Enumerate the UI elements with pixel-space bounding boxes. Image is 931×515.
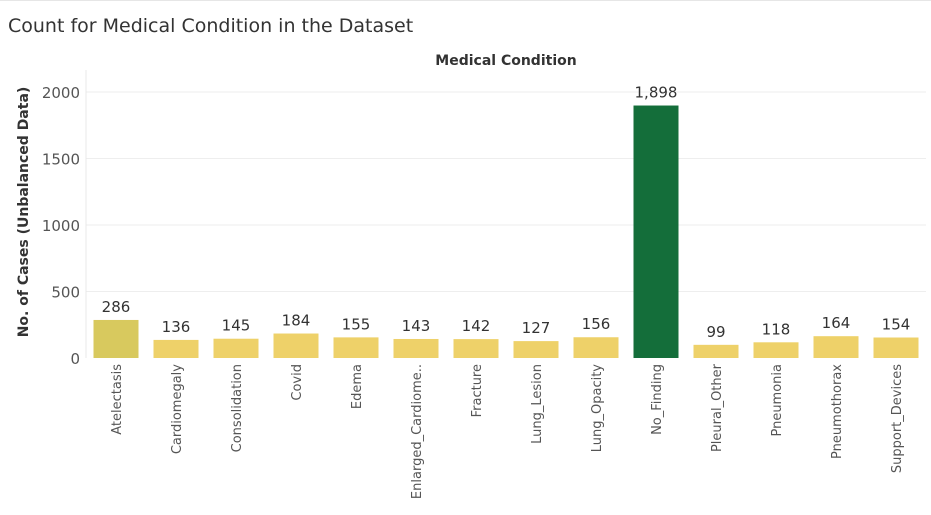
- x-tick-label: Cardiomegaly: [170, 364, 185, 454]
- bar: [513, 341, 559, 358]
- gridlines: [85, 70, 926, 358]
- bar: [873, 337, 919, 358]
- bar: [213, 338, 259, 358]
- data-label: 143: [402, 317, 431, 335]
- data-label: 1,898: [635, 84, 678, 102]
- x-tick-label: Support_Devices: [890, 364, 905, 473]
- column-header: Medical Condition: [435, 53, 576, 69]
- bar: [153, 339, 199, 358]
- y-tick-label: 2000: [42, 84, 80, 102]
- x-tick-label: Fracture: [470, 364, 485, 417]
- y-tick-label: 1000: [42, 217, 80, 235]
- data-label: 142: [462, 317, 491, 335]
- data-label: 184: [282, 312, 311, 330]
- page-title: Count for Medical Condition in the Datas…: [8, 15, 414, 37]
- top-divider: [0, 0, 931, 1]
- data-label: 154: [882, 316, 911, 334]
- x-tick-label: Lung_Opacity: [590, 364, 605, 453]
- bars: [93, 105, 919, 359]
- x-tick-label: Consolidation: [230, 364, 245, 452]
- x-tick-label: Pneumonia: [770, 364, 785, 437]
- x-tick-label: Pleural_Other: [710, 363, 725, 452]
- data-label: 145: [222, 317, 251, 335]
- y-axis-label: No. of Cases (Unbalanced Data): [16, 87, 32, 338]
- data-label: 156: [582, 315, 611, 333]
- data-label: 286: [102, 298, 131, 316]
- data-label: 99: [706, 323, 725, 341]
- bar: [93, 319, 139, 358]
- bar: [333, 337, 379, 358]
- data-label: 136: [162, 318, 191, 336]
- x-tick-label: Pneumothorax: [830, 364, 845, 459]
- bar: [273, 333, 319, 358]
- bar: [393, 338, 439, 358]
- bar: [453, 339, 499, 358]
- y-axis-ticks: 0 500 1000 1500 2000: [42, 84, 80, 368]
- x-tick-label: No_Finding: [650, 364, 665, 435]
- bar: [633, 105, 679, 359]
- x-tick-label: Atelectasis: [110, 364, 125, 435]
- data-label: 118: [762, 320, 791, 338]
- bar: [573, 337, 619, 358]
- data-label: 164: [822, 314, 851, 332]
- data-label: 155: [342, 315, 371, 333]
- bar: [753, 342, 799, 358]
- x-tick-label: Covid: [290, 364, 305, 401]
- bar: [813, 336, 859, 358]
- x-tick-label: Enlarged_Cardiome..: [410, 364, 425, 499]
- value-labels: 286 136 145 184 155 143 142 127 156 1,898 99 118 164…: [102, 84, 911, 341]
- x-tick-label: Edema: [350, 364, 365, 409]
- data-label: 127: [522, 319, 551, 337]
- y-tick-label: 1500: [42, 150, 80, 168]
- y-tick-label: 500: [51, 283, 80, 301]
- bar: [693, 344, 739, 358]
- x-tick-label: Lung_Lesion: [530, 364, 545, 444]
- x-axis-ticks: Atelectasis Cardiomegaly Consolidation Covi…: [110, 363, 905, 499]
- y-tick-label: 0: [70, 350, 80, 368]
